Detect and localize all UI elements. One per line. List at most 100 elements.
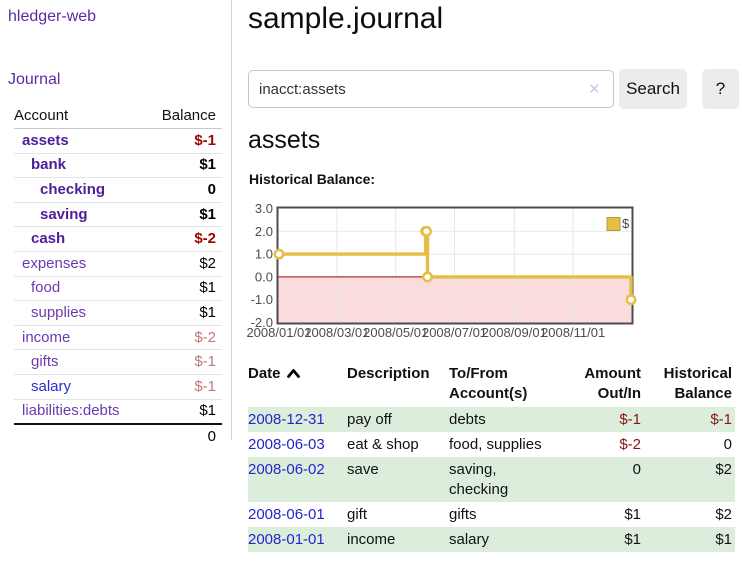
account-balance: $1 [146,276,222,302]
account-row: bank $1 [14,153,222,179]
transaction-balance: $-1 [710,410,732,428]
account-link[interactable]: bank [31,156,67,174]
chart-canvas: $3.0 2.0 1.0 0.0 -1.0 -2.02008/01/012008/03/0… [246,201,637,340]
account-balance: $-1 [146,349,222,375]
transaction-accounts: gifts [449,505,477,523]
transaction-balance: $2 [715,460,732,478]
account-balance: $1 [146,202,222,228]
register-header-row: Date Description To/From Account(s) Amou… [248,363,735,407]
svg-text:2008/03/01: 2008/03/01 [304,325,369,340]
register-row: 2008-06-02 save saving, checking 0 $2 [248,457,735,502]
search-input[interactable] [248,70,614,108]
transaction-description: save [347,460,379,478]
sidebar: hledger-web Journal Account Balance asse… [0,0,232,449]
account-link[interactable]: assets [22,131,69,149]
transaction-date-link[interactable]: 2008-12-31 [248,410,325,428]
account-balance: $-1 [146,128,222,154]
chart-section-label: Historical Balance: [249,171,376,187]
transaction-date-link[interactable]: 2008-01-01 [248,530,325,548]
svg-text:0.0: 0.0 [255,269,273,284]
transaction-amount: $1 [624,530,641,548]
account-row: assets $-1 [14,128,222,154]
account-row: cash $-2 [14,226,222,252]
account-row: income $-2 [14,325,222,351]
account-balance: $2 [146,251,222,277]
register-header-accounts: To/From Account(s) [449,365,528,402]
transaction-description: eat & shop [347,435,419,453]
account-row: food $1 [14,276,222,302]
legend-swatch [606,217,621,231]
accounts-total: 0 [146,423,222,449]
register-table: Date Description To/From Account(s) Amou… [248,363,735,552]
legend-label: $ [622,216,630,231]
account-balance: $1 [146,399,222,425]
svg-text:2008/09/01: 2008/09/01 [482,325,547,340]
transaction-accounts: food, supplies [449,435,542,453]
svg-text:2008/07/01: 2008/07/01 [422,325,487,340]
account-row: supplies $1 [14,300,222,326]
account-link[interactable]: gifts [31,353,59,371]
svg-text:2008/11/01: 2008/11/01 [541,325,605,340]
accounts-table-header: Account Balance [14,104,222,129]
register-row: 2008-12-31 pay off debts $-1 $-1 [248,407,735,432]
account-link[interactable]: liabilities:debts [22,402,120,420]
account-balance: $1 [146,300,222,326]
account-balance: $-2 [146,325,222,351]
svg-text:3.0: 3.0 [255,201,273,216]
account-row: saving $1 [14,202,222,228]
account-row: gifts $-1 [14,349,222,375]
account-balance: $-1 [146,374,222,400]
help-button[interactable]: ? [702,69,739,109]
account-link[interactable]: supplies [31,303,87,321]
transaction-description: income [347,530,396,548]
historical-balance-chart[interactable]: $3.0 2.0 1.0 0.0 -1.0 -2.0 2008/01/01 2008/03/0… [240,196,660,346]
register-header-date[interactable]: Date [248,363,347,407]
account-row: salary $-1 [14,374,222,400]
account-link[interactable]: food [31,279,61,297]
account-balance: $-2 [146,226,222,252]
clear-search-icon[interactable]: ✕ [588,81,601,98]
transaction-balance: $1 [715,530,732,548]
brand-link[interactable]: hledger-web [8,8,97,25]
transaction-accounts: salary [449,530,490,548]
transaction-amount: 0 [632,460,641,478]
svg-text:2008/01/01: 2008/01/01 [246,325,311,340]
page-title: sample.journal [248,2,444,35]
account-link[interactable]: income [22,328,71,346]
register-row: 2008-06-01 gift gifts $1 $2 [248,502,735,527]
transaction-amount: $1 [624,505,641,523]
transaction-date-link[interactable]: 2008-06-02 [248,460,325,478]
transaction-description: gift [347,505,368,523]
account-balance: $1 [146,153,222,179]
account-balance: 0 [146,177,222,203]
register-row: 2008-01-01 income salary $1 $1 [248,527,735,552]
register-row: 2008-06-03 eat & shop food, supplies $-2… [248,432,735,457]
register-header-amount: Amount Out/In [584,365,641,402]
account-link[interactable]: checking [40,180,106,198]
svg-text:-2.0: -2.0 [251,315,273,330]
accounts-header-account: Account [14,104,147,129]
sidebar-item-journal[interactable]: Journal [8,71,61,88]
svg-text:2.0: 2.0 [255,224,273,239]
register-header-description: Description [347,365,430,382]
account-link[interactable]: saving [40,205,88,223]
svg-text:-1.0: -1.0 [251,292,273,307]
account-row: expenses $2 [14,251,222,277]
account-link[interactable]: salary [31,377,72,395]
svg-text:2008/05/01: 2008/05/01 [363,325,428,340]
transaction-description: pay off [347,410,392,428]
transaction-date-link[interactable]: 2008-06-01 [248,505,325,523]
transaction-amount: $-1 [619,410,641,428]
transaction-balance: $2 [715,505,732,523]
search-button[interactable]: Search [619,69,687,109]
account-link[interactable]: cash [31,230,66,248]
account-row: checking 0 [14,177,222,203]
register-header-balance: Historical Balance [663,365,732,402]
transaction-date-link[interactable]: 2008-06-03 [248,435,325,453]
transaction-accounts: debts [449,410,486,428]
account-link[interactable]: expenses [22,254,87,272]
accounts-table: Account Balance assets $-1 bank $1 check… [14,104,222,449]
transaction-balance: 0 [723,435,732,453]
accounts-total-row: 0 [14,423,222,449]
